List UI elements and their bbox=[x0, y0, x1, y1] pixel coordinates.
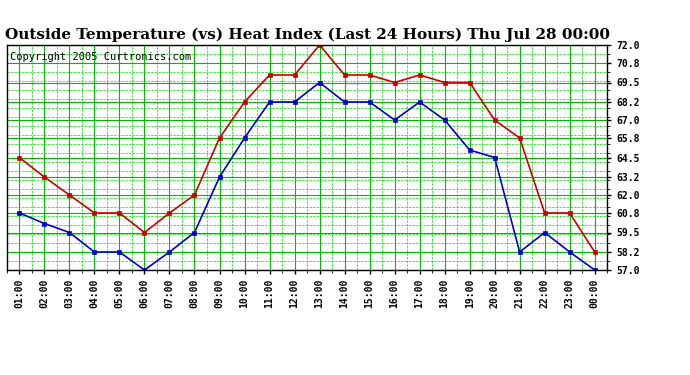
Text: Copyright 2005 Curtronics.com: Copyright 2005 Curtronics.com bbox=[10, 52, 191, 62]
Title: Outside Temperature (vs) Heat Index (Last 24 Hours) Thu Jul 28 00:00: Outside Temperature (vs) Heat Index (Las… bbox=[5, 28, 609, 42]
